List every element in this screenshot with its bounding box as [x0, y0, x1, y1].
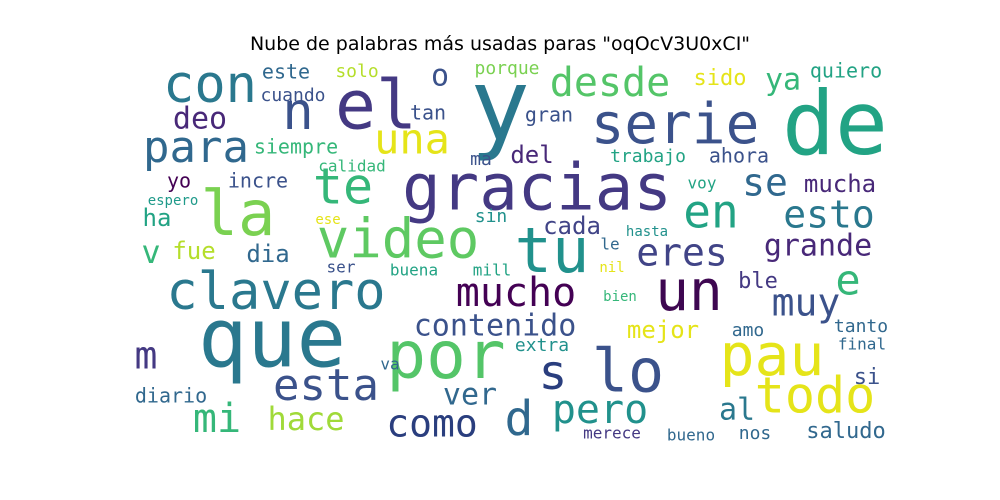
- word-que: que: [198, 291, 346, 386]
- word-o: o: [431, 59, 449, 94]
- word-buena: buena: [390, 261, 438, 280]
- word-diario: diario: [135, 384, 207, 408]
- word-tan: tan: [410, 101, 446, 125]
- word-deo: deo: [173, 102, 227, 137]
- word-mucha: mucha: [804, 170, 876, 198]
- word-muy: muy: [772, 281, 841, 325]
- word-incre: incre: [228, 169, 288, 193]
- word-quiero: quiero: [810, 59, 882, 83]
- word-merece: merece: [583, 424, 641, 443]
- word-ser: ser: [327, 258, 356, 277]
- word-ahora: ahora: [709, 144, 769, 168]
- word-para: para: [143, 122, 249, 173]
- word-saludo: saludo: [806, 419, 885, 444]
- word-pau: pau: [720, 321, 825, 389]
- word-serie: serie: [591, 92, 760, 157]
- word-mi: mi: [193, 396, 241, 442]
- word-una: una: [374, 115, 450, 164]
- word-le: le: [600, 235, 619, 254]
- word-video: video: [317, 208, 480, 271]
- word-s: s: [539, 345, 568, 401]
- word-d: d: [505, 391, 534, 447]
- word-tanto: tanto: [834, 316, 888, 337]
- word-ble: ble: [738, 269, 778, 294]
- word-esto: esto: [783, 193, 875, 237]
- word-v: v: [141, 233, 160, 271]
- word-mejor: mejor: [627, 316, 699, 344]
- word-hace: hace: [267, 400, 344, 438]
- word-trabajo: trabajo: [610, 146, 686, 167]
- word-sido: sido: [694, 66, 747, 91]
- word-bueno: bueno: [667, 426, 715, 445]
- word-por: por: [386, 317, 505, 394]
- word-amo: amo: [732, 320, 765, 341]
- word-un: un: [655, 259, 722, 324]
- word-grande: grande: [764, 229, 872, 264]
- word-del: del: [510, 141, 553, 169]
- word-el: el: [335, 67, 417, 146]
- word-fue: fue: [172, 237, 215, 265]
- word-lo: lo: [592, 337, 664, 407]
- word-te: te: [313, 158, 373, 216]
- word-de: de: [782, 72, 888, 175]
- word-yo: yo: [167, 169, 191, 193]
- word-con: con: [163, 55, 257, 115]
- word-espero: espero: [148, 193, 199, 209]
- word-nil: nil: [599, 260, 624, 276]
- word-ese: ese: [315, 212, 340, 228]
- word-tu: tu: [515, 214, 590, 287]
- word-porque: porque: [474, 58, 539, 79]
- word-cada: cada: [543, 212, 601, 240]
- word-mucho: mucho: [456, 270, 576, 316]
- word-calidad: calidad: [318, 157, 385, 176]
- word-este: este: [262, 60, 310, 84]
- word-m: m: [135, 334, 158, 378]
- word-va: va: [380, 355, 399, 374]
- word-final: final: [838, 335, 886, 354]
- word-n: n: [282, 82, 313, 142]
- word-clavero: clavero: [166, 262, 385, 322]
- word-ma: ma: [470, 149, 492, 170]
- word-voy: voy: [688, 174, 717, 193]
- word-y: y: [470, 46, 530, 163]
- chart-title: Nube de palabras más usadas paras "oqOcV…: [249, 33, 751, 55]
- word-eres: eres: [636, 231, 728, 275]
- word-esta: esta: [273, 360, 379, 411]
- word-gracias: gracias: [402, 152, 672, 226]
- word-al: al: [719, 393, 755, 428]
- word-nos: nos: [739, 423, 772, 444]
- word-todo: todo: [755, 367, 875, 425]
- word-extra: extra: [515, 335, 569, 356]
- word-siempre: siempre: [254, 135, 338, 159]
- word-pero: pero: [552, 387, 648, 433]
- word-e: e: [835, 256, 860, 305]
- word-en: en: [683, 185, 738, 239]
- word-como: como: [386, 402, 478, 446]
- word-cuando: cuando: [260, 85, 325, 106]
- word-se: se: [742, 161, 788, 205]
- word-gran: gran: [525, 103, 573, 127]
- word-si: si: [854, 365, 881, 390]
- word-desde: desde: [550, 60, 670, 106]
- word-ya: ya: [765, 63, 801, 98]
- word-bien: bien: [603, 289, 637, 305]
- word-ver: ver: [443, 378, 497, 413]
- word-hasta: hasta: [626, 224, 668, 240]
- word-contenido: contenido: [414, 309, 577, 344]
- word-mill: mill: [473, 261, 512, 280]
- word-solo: solo: [335, 61, 378, 82]
- word-dia: dia: [246, 240, 289, 268]
- word-la: la: [201, 177, 276, 250]
- word-ha: ha: [143, 204, 172, 232]
- word-sin: sin: [475, 206, 508, 227]
